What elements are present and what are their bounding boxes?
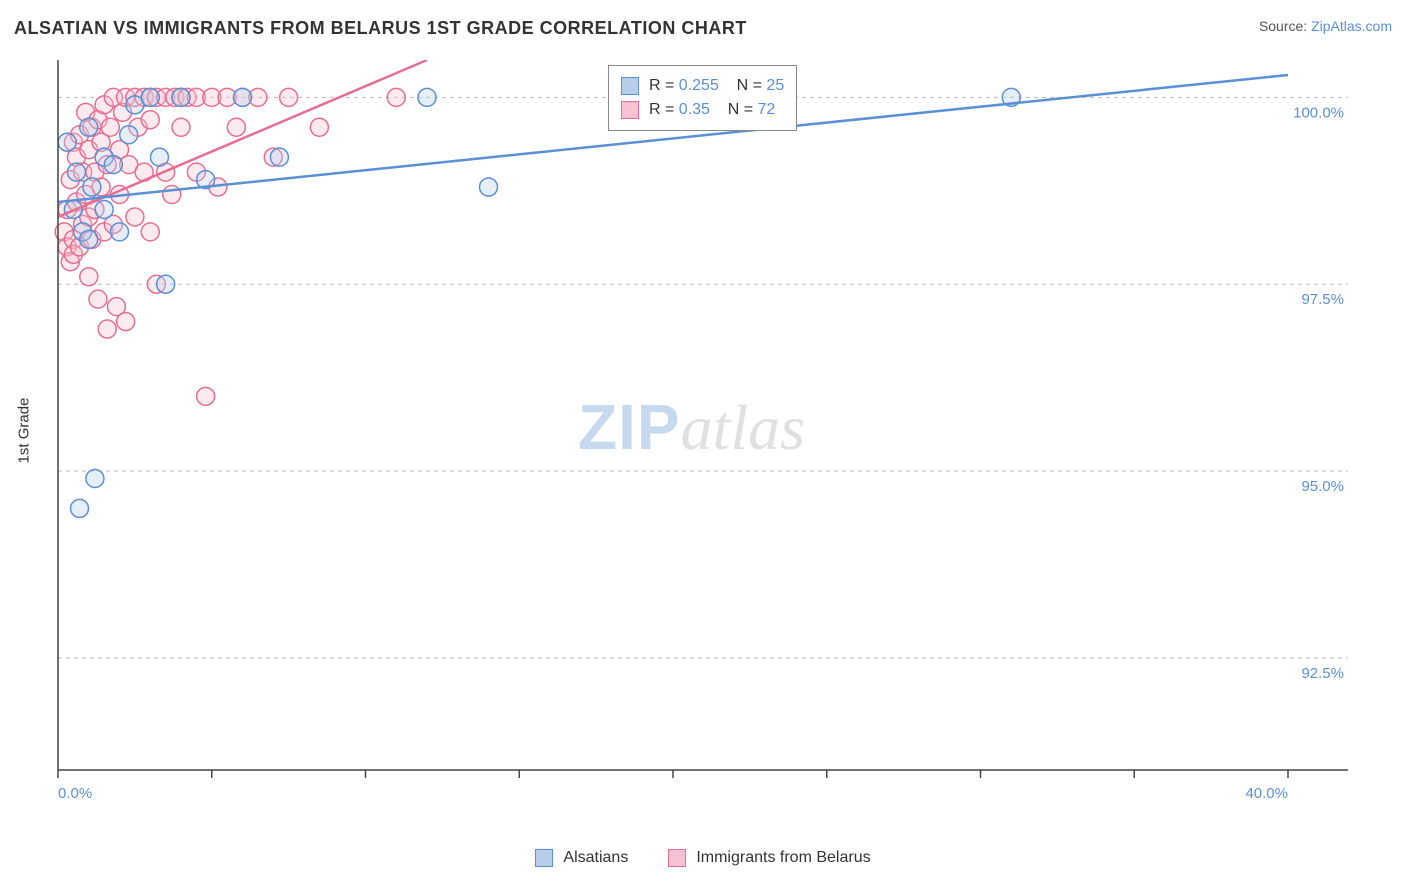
legend-swatch-alsatians-icon bbox=[535, 849, 553, 867]
legend-swatch-alsatians-icon bbox=[621, 77, 639, 95]
legend-r-label-b: R = bbox=[649, 101, 674, 118]
legend-swatch-belarus-icon bbox=[668, 849, 686, 867]
legend-swatch-belarus-icon bbox=[621, 101, 639, 119]
legend-bottom-label-a: Alsatians bbox=[563, 846, 628, 870]
chart-svg: 92.5% 95.0% 97.5% 100.0% 0.0% 40.0% bbox=[48, 60, 1348, 800]
legend-r-value-a: 0.255 bbox=[679, 77, 719, 94]
svg-text:97.5%: 97.5% bbox=[1301, 291, 1344, 308]
svg-text:40.0%: 40.0% bbox=[1245, 785, 1288, 800]
legend-n-label-b: N = bbox=[728, 101, 753, 118]
chart-container: ALSATIAN VS IMMIGRANTS FROM BELARUS 1ST … bbox=[0, 0, 1406, 892]
svg-text:92.5%: 92.5% bbox=[1301, 665, 1344, 682]
chart-title: ALSATIAN VS IMMIGRANTS FROM BELARUS 1ST … bbox=[14, 18, 747, 39]
legend-inset: R = 0.255 N = 25 R = 0.35 N = 72 bbox=[608, 65, 797, 131]
legend-r-label-a: R = bbox=[649, 77, 674, 94]
svg-text:100.0%: 100.0% bbox=[1293, 104, 1344, 121]
plot-area: 92.5%95.0%97.5%100.0%0.0%40.0% ZIPatlas … bbox=[48, 60, 1348, 800]
legend-r-value-b: 0.35 bbox=[679, 101, 710, 118]
legend-n-value-a: 25 bbox=[766, 77, 784, 94]
source-attribution: Source: ZipAtlas.com bbox=[1259, 18, 1392, 34]
svg-text:95.0%: 95.0% bbox=[1301, 478, 1344, 495]
legend-n-label-a: N = bbox=[737, 77, 762, 94]
legend-stats-a: R = 0.255 N = 25 bbox=[649, 74, 784, 98]
legend-inset-row-a: R = 0.255 N = 25 bbox=[621, 74, 784, 98]
legend-bottom-item-b: Immigrants from Belarus bbox=[668, 846, 870, 870]
legend-bottom-label-b: Immigrants from Belarus bbox=[696, 846, 870, 870]
legend-bottom: Alsatians Immigrants from Belarus bbox=[0, 846, 1406, 870]
legend-stats-b: R = 0.35 N = 72 bbox=[649, 98, 775, 122]
source-link[interactable]: ZipAtlas.com bbox=[1311, 18, 1392, 34]
legend-n-value-b: 72 bbox=[758, 101, 776, 118]
source-label: Source: bbox=[1259, 18, 1307, 34]
legend-bottom-item-a: Alsatians bbox=[535, 846, 628, 870]
svg-text:0.0%: 0.0% bbox=[58, 785, 92, 800]
y-axis-label-container: 1st Grade bbox=[0, 60, 48, 800]
legend-inset-row-b: R = 0.35 N = 72 bbox=[621, 98, 784, 122]
y-axis-label: 1st Grade bbox=[16, 397, 33, 463]
